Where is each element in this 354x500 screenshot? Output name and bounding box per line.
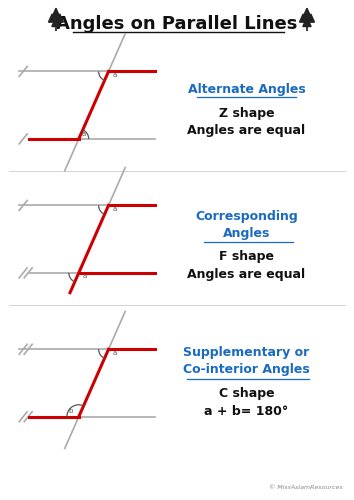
Text: Alternate Angles: Alternate Angles <box>188 83 306 96</box>
Polygon shape <box>303 17 311 26</box>
Text: F shape: F shape <box>219 250 274 264</box>
Polygon shape <box>51 8 61 20</box>
Polygon shape <box>307 14 314 22</box>
Polygon shape <box>302 8 312 20</box>
Text: Supplementary or
Co-interior Angles: Supplementary or Co-interior Angles <box>183 346 310 376</box>
Text: Angles are equal: Angles are equal <box>187 124 306 138</box>
Text: b: b <box>69 408 73 414</box>
Text: a: a <box>113 206 117 212</box>
Text: C shape: C shape <box>219 388 274 400</box>
Text: a: a <box>113 350 117 356</box>
Polygon shape <box>56 14 63 22</box>
Text: © MissAslamResources: © MissAslamResources <box>269 485 343 490</box>
Polygon shape <box>299 14 307 22</box>
Polygon shape <box>52 17 60 26</box>
Text: Angles are equal: Angles are equal <box>187 268 306 281</box>
Text: Z shape: Z shape <box>219 106 274 120</box>
Text: Corresponding
Angles: Corresponding Angles <box>195 210 298 240</box>
Text: Angles on Parallel Lines: Angles on Parallel Lines <box>56 15 298 33</box>
Polygon shape <box>48 14 56 22</box>
Text: a: a <box>83 273 87 279</box>
Text: a: a <box>82 131 86 137</box>
Text: a + b= 180°: a + b= 180° <box>204 405 289 418</box>
Text: a: a <box>113 72 117 78</box>
